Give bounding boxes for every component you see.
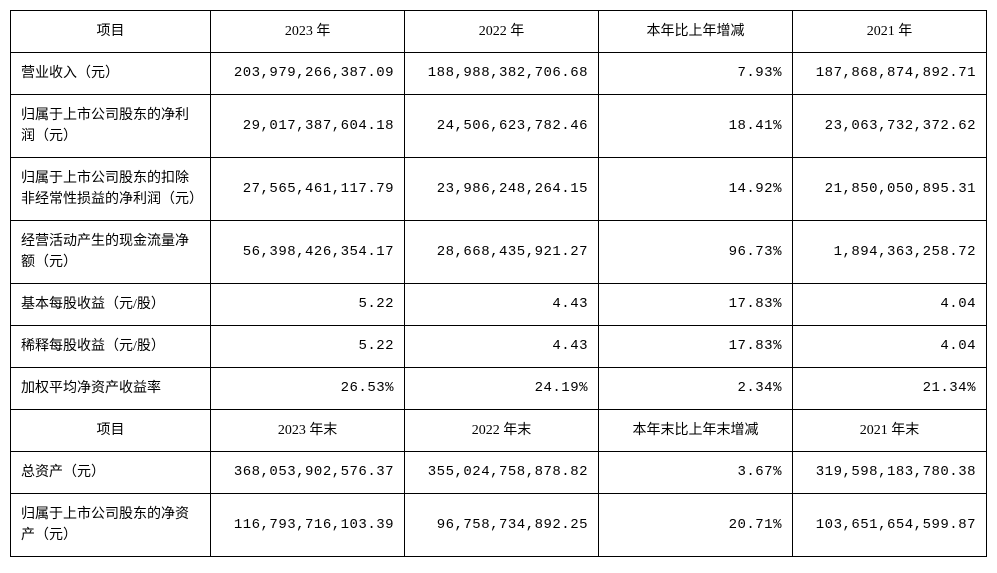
table-row: 归属于上市公司股东的扣除非经常性损益的净利润（元） 27,565,461,117… <box>11 158 987 221</box>
header-change-end: 本年末比上年末增减 <box>599 410 793 452</box>
header-item: 项目 <box>11 410 211 452</box>
row-label: 归属于上市公司股东的净利润（元） <box>11 95 211 158</box>
row-value-2021: 4.04 <box>792 284 986 326</box>
row-value-2023: 26.53% <box>211 368 405 410</box>
table-row: 稀释每股收益（元/股） 5.22 4.43 17.83% 4.04 <box>11 326 987 368</box>
row-value-2021: 21,850,050,895.31 <box>792 158 986 221</box>
table-row: 经营活动产生的现金流量净额（元） 56,398,426,354.17 28,66… <box>11 221 987 284</box>
row-value-change: 17.83% <box>599 326 793 368</box>
row-value-2021: 21.34% <box>792 368 986 410</box>
table-header-row: 项目 2023 年 2022 年 本年比上年增减 2021 年 <box>11 11 987 53</box>
row-value-2021: 187,868,874,892.71 <box>792 53 986 95</box>
row-value-2022: 4.43 <box>405 326 599 368</box>
header-2022-end: 2022 年末 <box>405 410 599 452</box>
row-value-2023: 5.22 <box>211 284 405 326</box>
row-value-2022: 28,668,435,921.27 <box>405 221 599 284</box>
row-value-2021: 319,598,183,780.38 <box>792 452 986 494</box>
row-value-2021: 103,651,654,599.87 <box>792 494 986 557</box>
row-value-2022: 355,024,758,878.82 <box>405 452 599 494</box>
row-label: 基本每股收益（元/股） <box>11 284 211 326</box>
row-label: 营业收入（元） <box>11 53 211 95</box>
header-item: 项目 <box>11 11 211 53</box>
header-2023-end: 2023 年末 <box>211 410 405 452</box>
header-2022: 2022 年 <box>405 11 599 53</box>
row-value-change: 14.92% <box>599 158 793 221</box>
row-value-change: 18.41% <box>599 95 793 158</box>
table-row: 基本每股收益（元/股） 5.22 4.43 17.83% 4.04 <box>11 284 987 326</box>
row-label: 归属于上市公司股东的扣除非经常性损益的净利润（元） <box>11 158 211 221</box>
row-value-2022: 188,988,382,706.68 <box>405 53 599 95</box>
row-value-change: 2.34% <box>599 368 793 410</box>
row-value-2022: 24.19% <box>405 368 599 410</box>
row-value-2023: 56,398,426,354.17 <box>211 221 405 284</box>
header-2023: 2023 年 <box>211 11 405 53</box>
row-value-2022: 4.43 <box>405 284 599 326</box>
table-row: 总资产（元） 368,053,902,576.37 355,024,758,87… <box>11 452 987 494</box>
row-value-2023: 203,979,266,387.09 <box>211 53 405 95</box>
table-row: 加权平均净资产收益率 26.53% 24.19% 2.34% 21.34% <box>11 368 987 410</box>
row-value-2022: 24,506,623,782.46 <box>405 95 599 158</box>
table-row: 归属于上市公司股东的净利润（元） 29,017,387,604.18 24,50… <box>11 95 987 158</box>
row-label: 加权平均净资产收益率 <box>11 368 211 410</box>
row-value-change: 17.83% <box>599 284 793 326</box>
row-label: 归属于上市公司股东的净资产（元） <box>11 494 211 557</box>
row-label: 经营活动产生的现金流量净额（元） <box>11 221 211 284</box>
header-2021: 2021 年 <box>792 11 986 53</box>
row-value-2022: 96,758,734,892.25 <box>405 494 599 557</box>
row-label: 总资产（元） <box>11 452 211 494</box>
financial-table: 项目 2023 年 2022 年 本年比上年增减 2021 年 营业收入（元） … <box>10 10 987 557</box>
header-2021-end: 2021 年末 <box>792 410 986 452</box>
row-label: 稀释每股收益（元/股） <box>11 326 211 368</box>
row-value-change: 3.67% <box>599 452 793 494</box>
row-value-change: 20.71% <box>599 494 793 557</box>
row-value-2023: 5.22 <box>211 326 405 368</box>
financial-table-container: 项目 2023 年 2022 年 本年比上年增减 2021 年 营业收入（元） … <box>10 10 987 557</box>
row-value-2021: 1,894,363,258.72 <box>792 221 986 284</box>
table-header-row: 项目 2023 年末 2022 年末 本年末比上年末增减 2021 年末 <box>11 410 987 452</box>
row-value-2021: 23,063,732,372.62 <box>792 95 986 158</box>
row-value-2021: 4.04 <box>792 326 986 368</box>
header-change: 本年比上年增减 <box>599 11 793 53</box>
table-row: 归属于上市公司股东的净资产（元） 116,793,716,103.39 96,7… <box>11 494 987 557</box>
row-value-change: 96.73% <box>599 221 793 284</box>
row-value-2023: 116,793,716,103.39 <box>211 494 405 557</box>
row-value-2022: 23,986,248,264.15 <box>405 158 599 221</box>
table-body: 项目 2023 年 2022 年 本年比上年增减 2021 年 营业收入（元） … <box>11 11 987 557</box>
row-value-2023: 368,053,902,576.37 <box>211 452 405 494</box>
table-row: 营业收入（元） 203,979,266,387.09 188,988,382,7… <box>11 53 987 95</box>
row-value-change: 7.93% <box>599 53 793 95</box>
row-value-2023: 29,017,387,604.18 <box>211 95 405 158</box>
row-value-2023: 27,565,461,117.79 <box>211 158 405 221</box>
